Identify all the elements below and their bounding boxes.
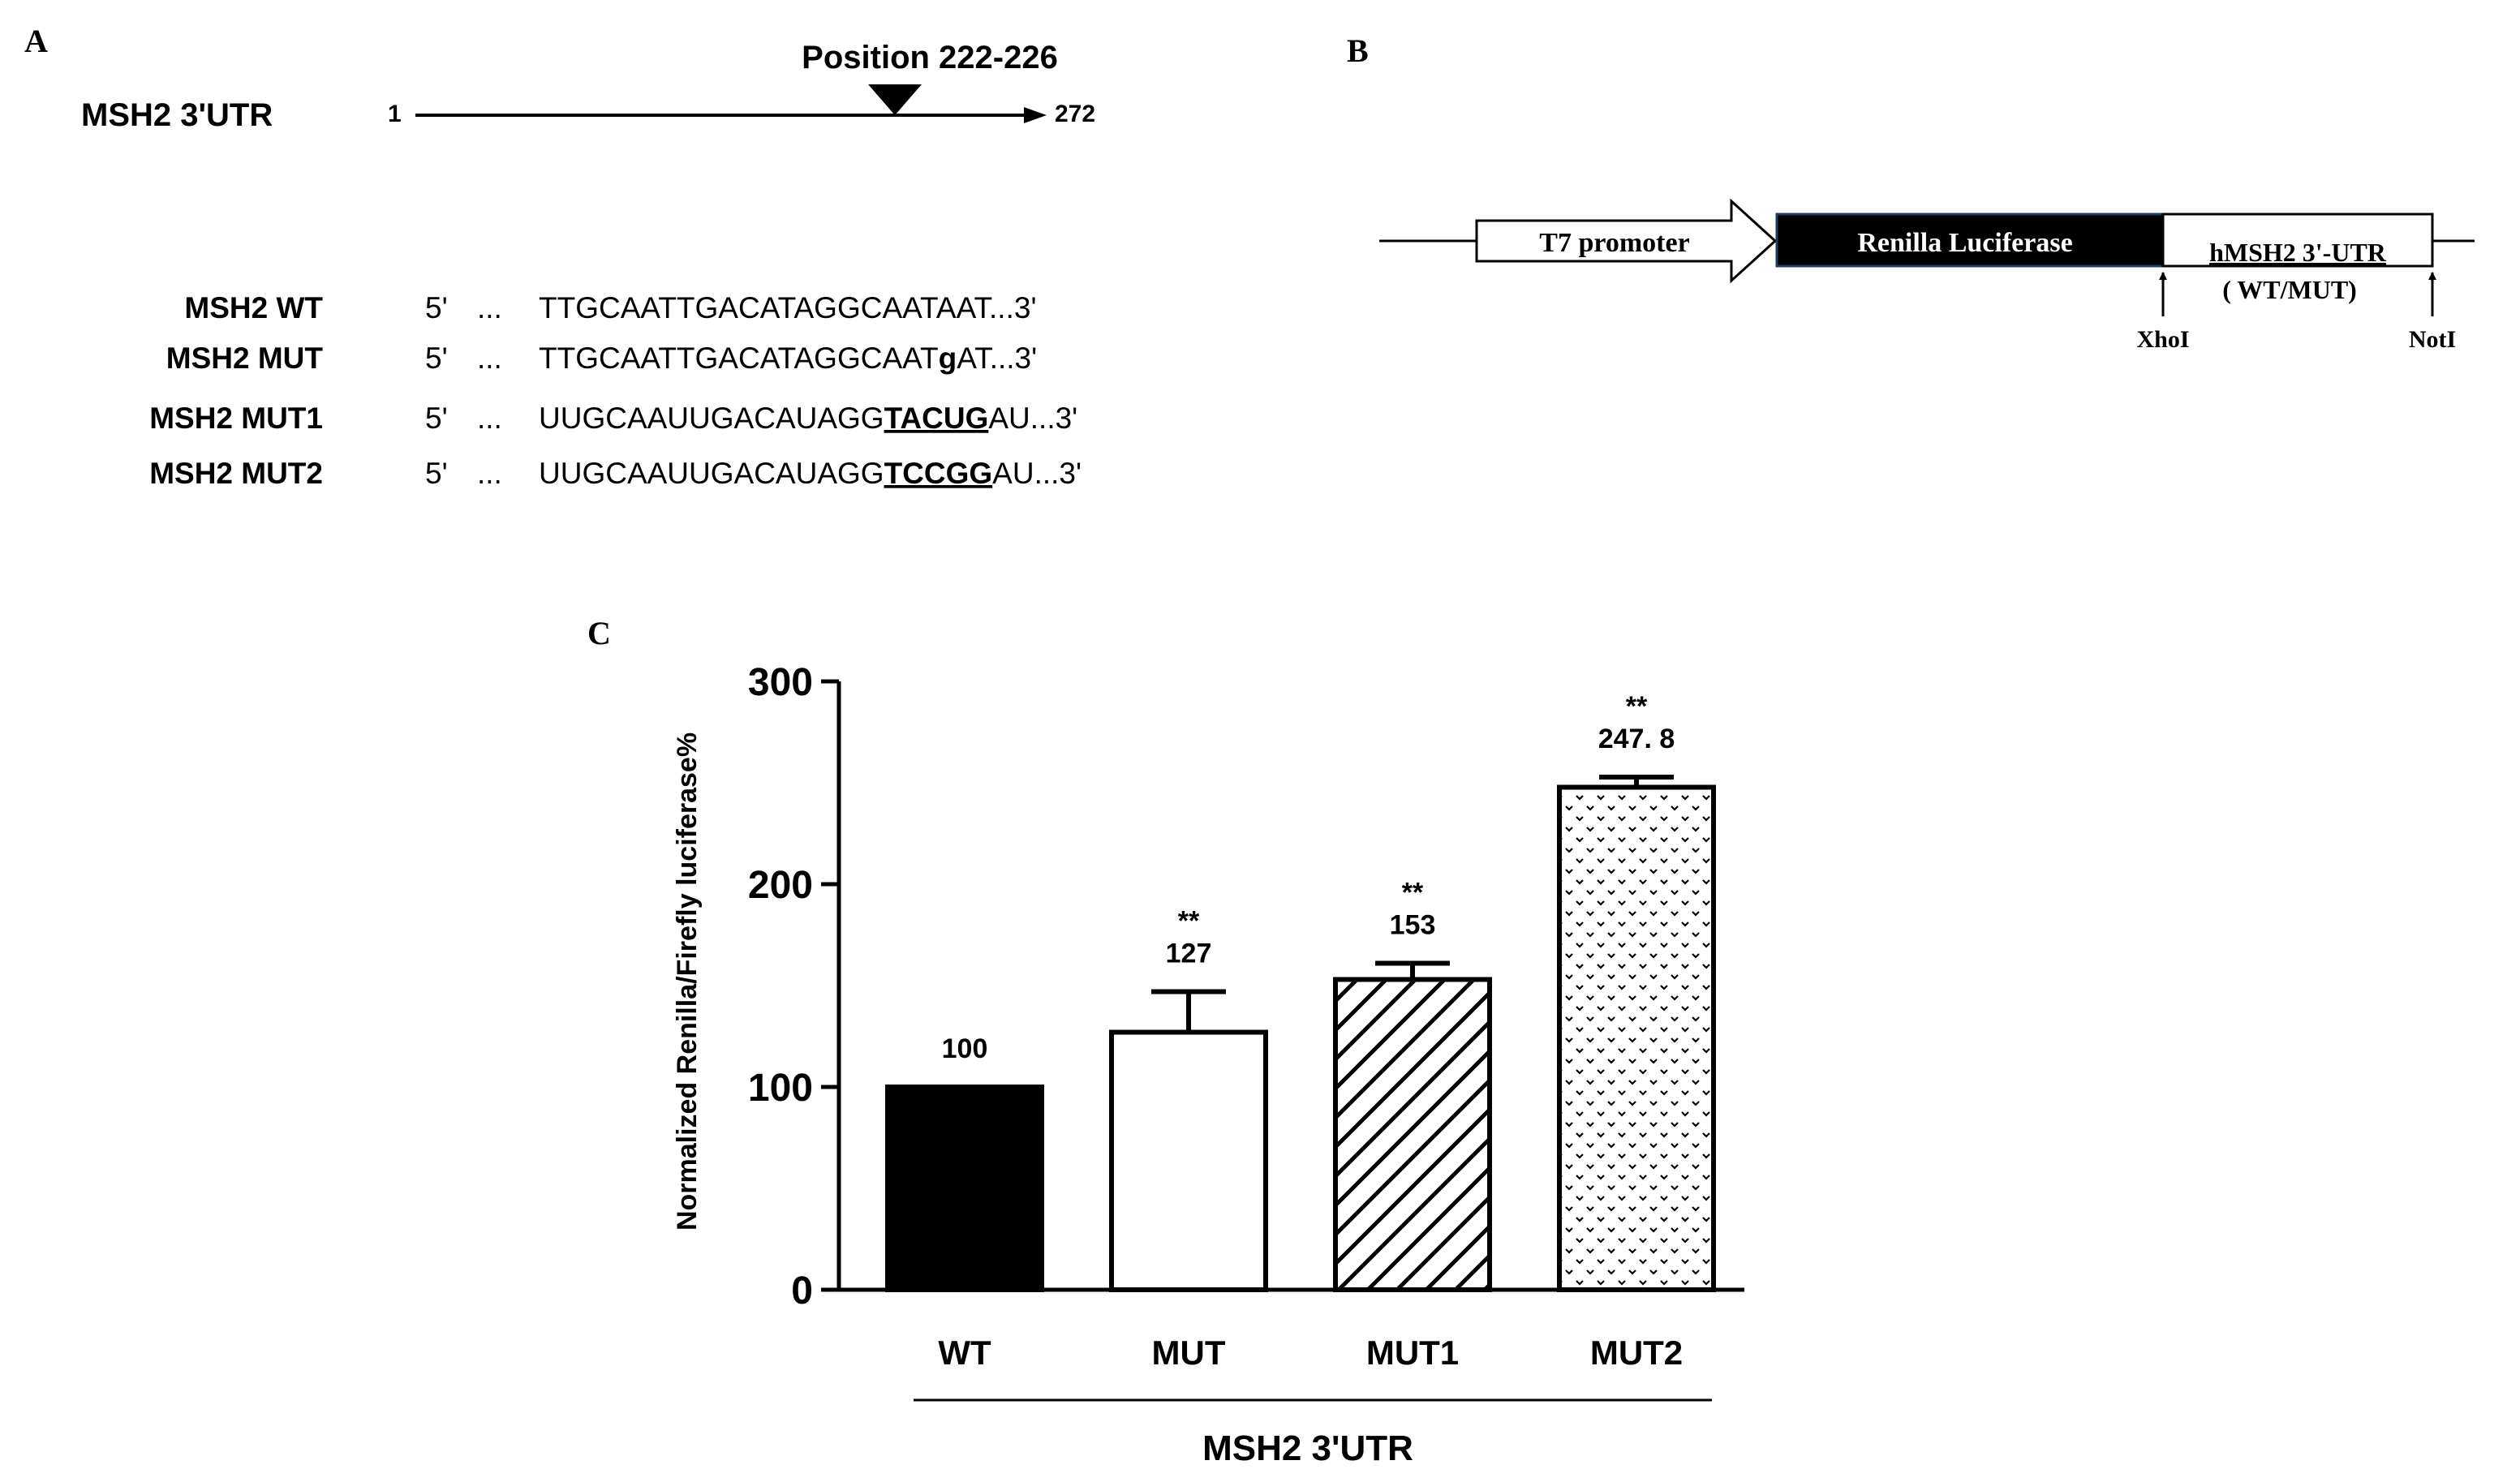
t7-promoter-label: T7 promoter — [1539, 228, 1689, 258]
chart-y-axis-label: Normalized Renilla/Firefly luciferase% — [672, 732, 703, 1231]
position-label: Position 222-226 — [802, 40, 1058, 75]
seq-plain-wt: TTGCAATTGACATAGGCAATAAT — [539, 291, 992, 324]
seq-name-mut1: MSH2 MUT1 — [149, 402, 323, 435]
seq-dots-mut2: ... — [477, 457, 502, 490]
position-marker-triangle — [868, 84, 922, 115]
y-tick-label: 200 — [748, 864, 813, 907]
data-label: 127 — [1166, 939, 1212, 969]
utr-start-label: 1 — [388, 101, 402, 127]
seq-plain-mut2: UUGCAAUUGACAUAGG — [539, 457, 884, 490]
seq-prefix-mut2: 5' — [425, 457, 448, 490]
seq-mutated-bases-mut1: TACUG — [884, 402, 989, 435]
x-tick-label: MUT — [1152, 1334, 1226, 1372]
bar-mut — [1109, 1029, 1268, 1292]
data-label: 153 — [1390, 910, 1436, 941]
bar-wt — [885, 1085, 1044, 1292]
panel-a-label: A — [24, 23, 48, 59]
seq-suffix-mut2: AU...3' — [992, 457, 1082, 490]
t7-promoter-arrow — [1475, 198, 1778, 284]
noti-site-label: NotI — [2409, 326, 2456, 353]
renilla-luciferase-box — [1775, 213, 2165, 268]
seq-suffix-mut1: AU...3' — [988, 402, 1077, 435]
seq-name-mut: MSH2 MUT — [166, 342, 324, 375]
seq-dots-mut: ... — [477, 342, 502, 375]
bar-mut1 — [1333, 977, 1492, 1292]
bar-mut2 — [1557, 784, 1716, 1292]
utr-line-arrowhead — [1024, 107, 1047, 123]
hmsh2-utr-label: hMSH2 3'-UTR — [2209, 238, 2387, 267]
utr-end-label: 272 — [1055, 101, 1095, 127]
panel-b: B T7 promoter Renilla Luciferase hMSH2 3… — [1347, 32, 2475, 353]
seq-text-mut: TTGCAATTGACATAGGCAATgAT...3' — [539, 342, 1037, 375]
y-tick-label: 300 — [748, 661, 813, 704]
panel-a: A MSH2 3'UTR 1 272 Position 222-226 MSH2… — [24, 23, 1095, 490]
x-tick-label: MUT1 — [1366, 1334, 1459, 1372]
hmsh2-utr-variant-label: ( WT/MUT) — [2222, 275, 2357, 304]
seq-dots-mut1: ... — [477, 402, 502, 435]
panel-c-label: C — [587, 615, 611, 651]
seq-dots-wt: ... — [477, 291, 502, 324]
seq-mutated-bases-mut2: TCCGG — [884, 457, 993, 490]
x-tick-label: MUT2 — [1590, 1334, 1683, 1372]
seq-mutated-base-mut: g — [939, 342, 957, 375]
seq-prefix-mut1: 5' — [425, 402, 448, 435]
renilla-luciferase-label: Renilla Luciferase — [1857, 228, 2072, 258]
utr-gene-label: MSH2 3'UTR — [81, 97, 273, 133]
seq-name-mut2: MSH2 MUT2 — [149, 457, 323, 490]
y-tick-label: 0 — [791, 1269, 813, 1312]
seq-text-mut1: UUGCAAUUGACAUAGGTACUGAU...3' — [539, 402, 1077, 435]
seq-suffix-wt: ...3' — [989, 291, 1036, 324]
seq-text-mut2: UUGCAAUUGACAUAGGTCCGGAU...3' — [539, 457, 1082, 490]
seq-prefix-mut: 5' — [425, 342, 448, 375]
data-label: 247. 8 — [1598, 724, 1675, 754]
significance-marker: ** — [1626, 691, 1648, 722]
xhoi-site-label: XhoI — [2136, 326, 2189, 353]
seq-name-wt: MSH2 WT — [184, 291, 323, 324]
significance-marker: ** — [1402, 878, 1424, 909]
seq-plain-mut: TTGCAATTGACATAGGCAAT — [539, 342, 939, 375]
significance-marker: ** — [1178, 906, 1200, 937]
seq-plain-mut1: UUGCAAUUGACAUAGG — [539, 402, 884, 435]
seq-text-wt: TTGCAATTGACATAGGCAATAAT...3' — [539, 291, 1037, 324]
seq-prefix-wt: 5' — [425, 291, 448, 324]
panel-c: C Normalized Renilla/Firefly luciferase%… — [587, 615, 1744, 1468]
x-tick-label: WT — [938, 1334, 991, 1372]
y-tick-label: 100 — [748, 1067, 813, 1110]
sequence-list: MSH2 WT 5' ... TTGCAATTGACATAGGCAATAAT..… — [149, 291, 1082, 490]
x-group-label: MSH2 3'UTR — [1202, 1428, 1413, 1468]
seq-suffix-mut: AT...3' — [957, 342, 1037, 375]
data-label: 100 — [942, 1033, 988, 1064]
panel-b-label: B — [1347, 32, 1369, 69]
